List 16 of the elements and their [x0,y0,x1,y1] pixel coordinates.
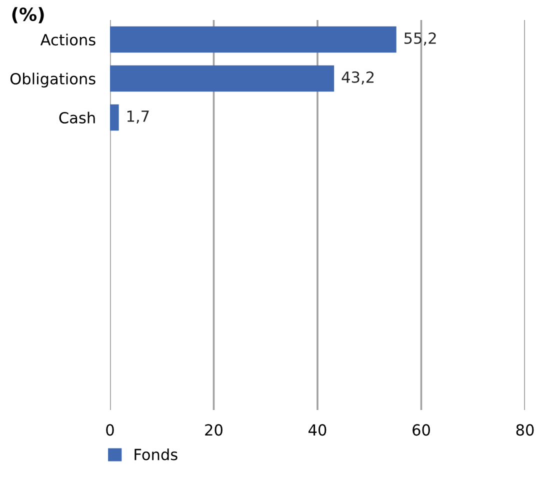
x-tick-label: 80 [516,424,534,436]
data-label: 55,2 [404,32,436,46]
bar [110,65,334,92]
data-label: 1,7 [127,110,149,124]
y-tick-label: Cash [59,112,95,124]
y-tick-label: Obligations [10,72,96,88]
x-tick-label: 60 [412,424,430,436]
x-tick-label: 0 [106,424,114,436]
x-tick-label: 20 [205,424,222,436]
data-label: 43,2 [342,71,374,84]
chart-title: (%) [12,7,44,24]
legend-label: Fonds [134,448,178,460]
bar [110,104,119,131]
bar [110,26,396,53]
y-tick-label: Actions [40,34,96,46]
x-tick-label: 40 [308,424,326,436]
